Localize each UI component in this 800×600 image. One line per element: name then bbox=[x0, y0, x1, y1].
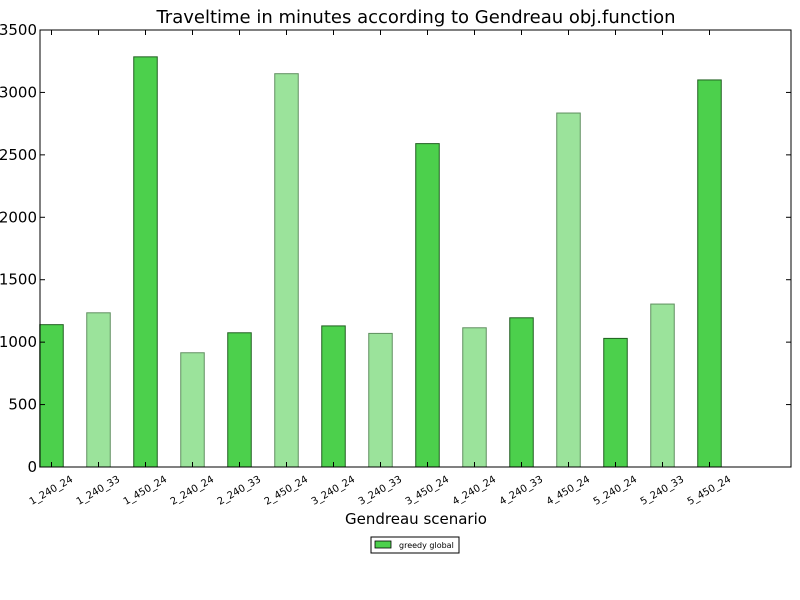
x-tick-label: 3_240_24 bbox=[310, 474, 357, 508]
bar-3_450_24 bbox=[415, 143, 440, 468]
x-tick-label: 3_450_24 bbox=[404, 474, 451, 508]
chart-title: Traveltime in minutes according to Gendr… bbox=[155, 7, 675, 28]
y-axis: 0 500 1000 1500 2000 2500 3000 3500 bbox=[0, 21, 791, 476]
x-axis-label: Gendreau scenario bbox=[345, 510, 487, 528]
bar-4_450_24 bbox=[556, 112, 581, 468]
y-tick-label: 500 bbox=[8, 396, 37, 414]
x-tick-label: 1_240_33 bbox=[75, 474, 122, 508]
x-tick-label: 2_240_33 bbox=[216, 474, 263, 508]
x-tick-label: 5_450_24 bbox=[686, 474, 733, 508]
bar-4_240_24 bbox=[462, 327, 487, 468]
x-tick-label: 1_240_24 bbox=[28, 474, 75, 508]
y-tick-label: 2500 bbox=[0, 146, 37, 164]
x-tick-label: 4_240_33 bbox=[498, 474, 545, 508]
legend-box bbox=[370, 536, 460, 554]
bar-1_240_33 bbox=[86, 312, 111, 468]
y-tick-label: 2000 bbox=[0, 208, 37, 226]
y-tick-label: 1500 bbox=[0, 271, 37, 289]
x-tick-label: 3_240_33 bbox=[357, 474, 404, 508]
bar-5_240_33 bbox=[650, 303, 675, 468]
bar-2_240_33 bbox=[227, 332, 252, 468]
y-tick-label: 1000 bbox=[0, 333, 37, 351]
bar-5_450_24 bbox=[697, 79, 722, 468]
bar-4_240_33 bbox=[509, 317, 534, 468]
bar-3_240_24 bbox=[321, 325, 346, 468]
x-tick-label: 2_240_24 bbox=[169, 474, 216, 508]
legend: greedy global bbox=[370, 536, 460, 554]
x-tick-label: 5_240_24 bbox=[592, 474, 639, 508]
x-tick-label: 4_450_24 bbox=[545, 474, 592, 508]
legend-label: greedy global bbox=[399, 541, 454, 550]
x-tick-label: 4_240_24 bbox=[451, 474, 498, 508]
bar-3_240_33 bbox=[368, 332, 393, 468]
y-tick-label: 3000 bbox=[0, 83, 37, 101]
plot-area-frame bbox=[39, 29, 792, 468]
x-tick-label: 2_450_24 bbox=[263, 474, 310, 508]
bar-2_450_24 bbox=[274, 73, 299, 468]
bar-1_240_24 bbox=[39, 324, 64, 468]
bar-5_240_24 bbox=[603, 337, 628, 468]
bar-2_240_24 bbox=[180, 352, 205, 468]
y-tick-label: 0 bbox=[27, 458, 37, 476]
legend-swatch bbox=[374, 540, 392, 549]
x-tick-label: 5_240_33 bbox=[639, 474, 686, 508]
x-tick-label: 1_450_24 bbox=[122, 474, 169, 508]
bars-group bbox=[39, 56, 722, 468]
y-tick-label: 3500 bbox=[0, 21, 37, 39]
bar-1_450_24 bbox=[133, 56, 158, 468]
